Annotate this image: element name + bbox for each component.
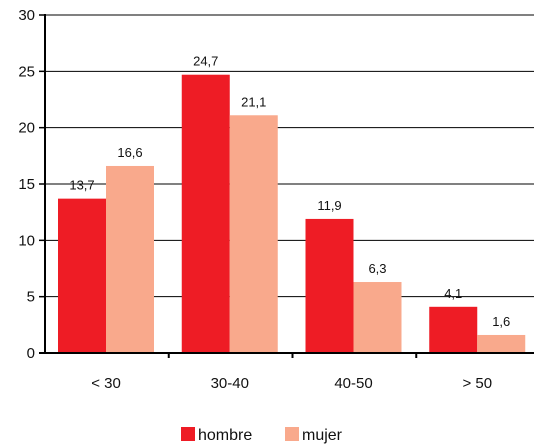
bar-mujer-1 bbox=[229, 115, 278, 353]
legend-swatch-mujer bbox=[285, 427, 299, 441]
x-tick-label: > 50 bbox=[462, 375, 492, 392]
data-label: 6,3 bbox=[368, 261, 386, 276]
bar-mujer-0 bbox=[106, 165, 154, 353]
data-label: 4,1 bbox=[444, 286, 462, 301]
bar-mujer-3 bbox=[477, 334, 526, 353]
bar-mujer-2 bbox=[353, 282, 402, 353]
data-label: 13,7 bbox=[69, 178, 94, 193]
legend-label-mujer: mujer bbox=[302, 427, 343, 444]
bars bbox=[58, 74, 526, 354]
bar-hombre-1 bbox=[181, 74, 230, 354]
data-label: 11,9 bbox=[317, 198, 341, 213]
legend-swatch-hombre bbox=[181, 427, 195, 441]
y-tick-label: 0 bbox=[27, 345, 35, 362]
y-tick-label: 30 bbox=[18, 7, 35, 24]
x-tick-label: 30-40 bbox=[211, 375, 249, 392]
y-tick-label: 5 bbox=[27, 289, 35, 306]
data-label: 16,6 bbox=[117, 145, 142, 160]
bar-hombre-0 bbox=[58, 198, 106, 353]
x-tick-label: < 30 bbox=[91, 375, 121, 392]
y-tick-label: 10 bbox=[18, 232, 35, 249]
x-tick-label: 40-50 bbox=[334, 375, 372, 392]
axes: 0 5 10 15 20 25 30 < 30 30-40 40-50 > 50 bbox=[18, 7, 534, 392]
value-labels: 13,7 24,7 11,9 4,1 16,6 21,1 6,3 1,6 bbox=[69, 54, 510, 329]
bar-hombre-2 bbox=[305, 218, 354, 353]
data-label: 21,1 bbox=[241, 94, 266, 109]
data-label: 24,7 bbox=[193, 54, 218, 69]
y-tick-label: 20 bbox=[18, 120, 35, 137]
legend-label-hombre: hombre bbox=[198, 427, 252, 444]
data-label: 1,6 bbox=[492, 314, 510, 329]
y-tick-label: 25 bbox=[18, 63, 35, 80]
y-tick-label: 15 bbox=[18, 176, 35, 193]
legend: hombre mujer bbox=[181, 427, 343, 444]
bar-hombre-3 bbox=[429, 306, 478, 353]
